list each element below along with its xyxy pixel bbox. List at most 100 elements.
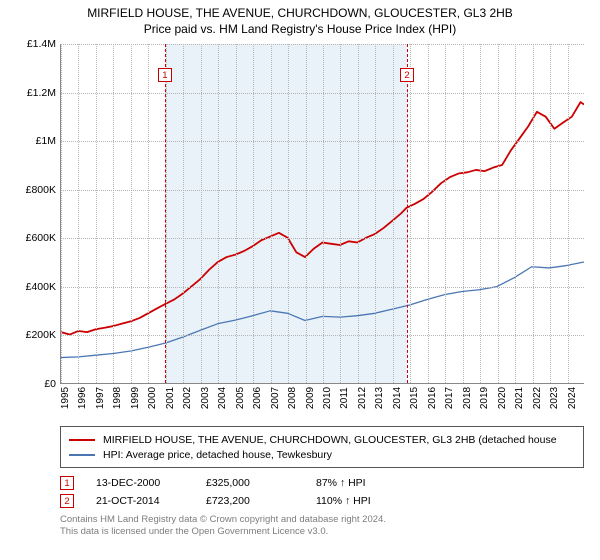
transaction-date: 21-OCT-2014 — [96, 495, 206, 507]
legend-box: MIRFIELD HOUSE, THE AVENUE, CHURCHDOWN, … — [60, 426, 584, 468]
transaction-price: £723,200 — [206, 495, 316, 507]
x-axis-label: 2001 — [165, 387, 176, 409]
x-axis-label: 2017 — [444, 387, 455, 409]
x-axis-label: 2021 — [514, 387, 525, 409]
gridline-vertical — [498, 44, 499, 383]
gridline-vertical — [236, 44, 237, 383]
x-axis-label: 2005 — [235, 387, 246, 409]
x-axis-label: 2011 — [339, 387, 350, 409]
x-axis-label: 2004 — [217, 387, 228, 409]
legend-swatch — [69, 454, 95, 456]
gridline-vertical — [96, 44, 97, 383]
gridline-vertical — [306, 44, 307, 383]
legend-item: MIRFIELD HOUSE, THE AVENUE, CHURCHDOWN, … — [69, 432, 575, 447]
table-row: 1 13-DEC-2000 £325,000 87% ↑ HPI — [60, 474, 584, 492]
event-marker-icon: 1 — [158, 68, 172, 82]
legend-swatch — [69, 439, 95, 441]
gridline-vertical — [218, 44, 219, 383]
legend-item: HPI: Average price, detached house, Tewk… — [69, 447, 575, 462]
x-axis-label: 2016 — [427, 387, 438, 409]
event-marker-icon: 1 — [60, 476, 74, 490]
x-axis-label: 2019 — [479, 387, 490, 409]
x-axis-label: 1997 — [95, 387, 106, 409]
x-axis-label: 2018 — [462, 387, 473, 409]
gridline-vertical — [550, 44, 551, 383]
x-axis-label: 2020 — [497, 387, 508, 409]
x-axis-label: 2002 — [182, 387, 193, 409]
x-axis-label: 2024 — [567, 387, 578, 409]
gridline-vertical — [568, 44, 569, 383]
gridline-vertical — [131, 44, 132, 383]
transaction-date: 13-DEC-2000 — [96, 477, 206, 489]
x-axis-label: 2008 — [287, 387, 298, 409]
gridline-vertical — [166, 44, 167, 383]
x-axis: 1995199619971998199920002001200220032004… — [60, 384, 584, 404]
title-line-2: Price paid vs. HM Land Registry's House … — [0, 22, 600, 36]
x-axis-label: 1996 — [77, 387, 88, 409]
gridline-vertical — [375, 44, 376, 383]
y-axis-label: £1.4M — [27, 38, 56, 50]
transactions-table: 1 13-DEC-2000 £325,000 87% ↑ HPI 2 21-OC… — [60, 474, 584, 510]
gridline-vertical — [393, 44, 394, 383]
footnote: Contains HM Land Registry data © Crown c… — [60, 514, 584, 538]
gridline-vertical — [61, 44, 62, 383]
transaction-hpi: 87% ↑ HPI — [316, 477, 426, 489]
gridline-vertical — [288, 44, 289, 383]
gridline-vertical — [323, 44, 324, 383]
gridline-vertical — [480, 44, 481, 383]
transaction-price: £325,000 — [206, 477, 316, 489]
legend-label: MIRFIELD HOUSE, THE AVENUE, CHURCHDOWN, … — [103, 434, 557, 446]
event-line — [165, 44, 166, 383]
y-axis-label: £400K — [26, 281, 56, 293]
y-axis-label: £200K — [26, 329, 56, 341]
y-axis-label: £0 — [44, 378, 56, 390]
x-axis-label: 2015 — [409, 387, 420, 409]
y-axis: £0£200K£400K£600K£800K£1M£1.2M£1.4M — [16, 44, 60, 404]
x-axis-label: 2022 — [532, 387, 543, 409]
transaction-hpi: 110% ↑ HPI — [316, 495, 426, 507]
x-axis-label: 2006 — [252, 387, 263, 409]
y-axis-label: £600K — [26, 232, 56, 244]
x-axis-label: 2003 — [200, 387, 211, 409]
x-axis-label: 2023 — [549, 387, 560, 409]
chart-area: £0£200K£400K£600K£800K£1M£1.2M£1.4M 12 1… — [16, 44, 584, 404]
gridline-vertical — [271, 44, 272, 383]
gridline-vertical — [463, 44, 464, 383]
plot-area: 12 — [60, 44, 584, 384]
gridline-vertical — [410, 44, 411, 383]
x-axis-label: 1999 — [130, 387, 141, 409]
gridline-vertical — [340, 44, 341, 383]
gridline-vertical — [445, 44, 446, 383]
gridline-vertical — [253, 44, 254, 383]
title-line-1: MIRFIELD HOUSE, THE AVENUE, CHURCHDOWN, … — [0, 6, 600, 20]
x-axis-label: 2010 — [322, 387, 333, 409]
x-axis-label: 2000 — [147, 387, 158, 409]
event-line — [407, 44, 408, 383]
gridline-vertical — [201, 44, 202, 383]
footnote-line: This data is licensed under the Open Gov… — [60, 526, 584, 538]
title-block: MIRFIELD HOUSE, THE AVENUE, CHURCHDOWN, … — [0, 0, 600, 36]
chart-container: MIRFIELD HOUSE, THE AVENUE, CHURCHDOWN, … — [0, 0, 600, 560]
x-axis-label: 2014 — [392, 387, 403, 409]
x-axis-label: 1995 — [60, 387, 71, 409]
event-marker-icon: 2 — [60, 494, 74, 508]
gridline-vertical — [148, 44, 149, 383]
y-axis-label: £1M — [36, 135, 56, 147]
gridline-vertical — [113, 44, 114, 383]
gridline-vertical — [358, 44, 359, 383]
x-axis-label: 2013 — [374, 387, 385, 409]
y-axis-label: £800K — [26, 184, 56, 196]
event-marker-icon: 2 — [400, 68, 414, 82]
x-axis-label: 1998 — [112, 387, 123, 409]
footnote-line: Contains HM Land Registry data © Crown c… — [60, 514, 584, 526]
gridline-vertical — [183, 44, 184, 383]
table-row: 2 21-OCT-2014 £723,200 110% ↑ HPI — [60, 492, 584, 510]
gridline-vertical — [428, 44, 429, 383]
x-axis-label: 2007 — [270, 387, 281, 409]
x-axis-label: 2009 — [305, 387, 316, 409]
x-axis-label: 2012 — [357, 387, 368, 409]
legend-label: HPI: Average price, detached house, Tewk… — [103, 449, 332, 461]
gridline-vertical — [515, 44, 516, 383]
gridline-vertical — [533, 44, 534, 383]
y-axis-label: £1.2M — [27, 87, 56, 99]
